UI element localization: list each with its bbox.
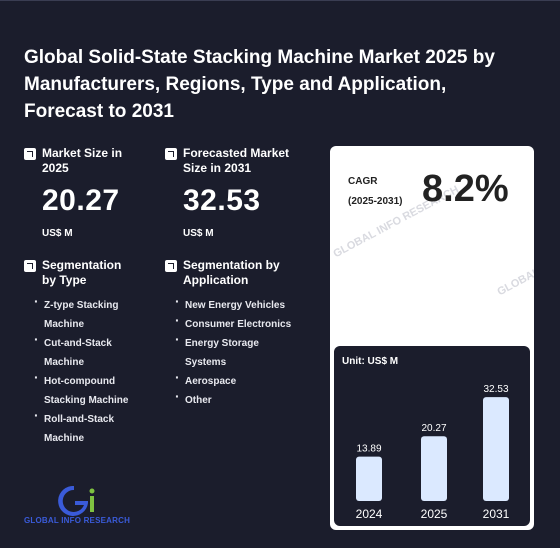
- chart-bar-2024: [356, 456, 382, 501]
- chart-value-label: 20.27: [421, 423, 446, 434]
- watermark: GLOBAL INFO RESEARCH: [495, 222, 534, 299]
- gi-logo-icon: [58, 485, 95, 516]
- logo-text: GLOBAL INFO RESEARCH: [24, 516, 131, 525]
- bar-chart: Unit: US$ M 13.89 2024 20.27 2025 32.53 2031: [334, 346, 530, 526]
- cagr-period: (2025-2031): [348, 196, 403, 207]
- list-item: Cut-and-Stack Machine: [34, 330, 134, 372]
- segmentation-application-label: Segmentation by Application: [183, 258, 280, 287]
- chart-category-label: 2031: [483, 507, 510, 521]
- arrow-up-right-icon: [165, 148, 177, 160]
- segmentation-type-block: Segmentation by Type Z-type Stacking Mac…: [24, 258, 164, 448]
- market-size-label: Market Size in 2025: [42, 146, 123, 175]
- chart-value-label: 32.53: [483, 384, 508, 395]
- segmentation-type-label: Segmentation by Type: [42, 258, 122, 287]
- forecast-unit: US$ M: [183, 228, 214, 239]
- list-item: New Energy Vehicles: [175, 292, 315, 315]
- market-size-value: 20.27: [42, 184, 120, 217]
- chart-category-label: 2025: [421, 507, 448, 521]
- list-item: Consumer Electronics: [175, 311, 315, 334]
- list-item: Z-type Stacking Machine: [34, 292, 134, 334]
- chart-bar-2025: [421, 436, 447, 501]
- logo: GLOBAL INFO RESEARCH: [24, 485, 140, 528]
- list-item: Roll-and-Stack Machine: [34, 406, 134, 448]
- forecast-block: Forecasted Market Size in 2031 32.53 US$…: [165, 146, 315, 239]
- chart-category-label: 2024: [356, 507, 383, 521]
- list-item: Energy Storage Systems: [175, 330, 275, 372]
- forecast-label: Forecasted Market Size in 2031: [183, 146, 290, 175]
- cagr-value: 8.2%: [422, 168, 509, 210]
- arrow-up-right-icon: [165, 260, 177, 272]
- segmentation-application-block: Segmentation by Application New Energy V…: [165, 258, 325, 410]
- arrow-up-right-icon: [24, 148, 36, 160]
- report-title: Global Solid-State Stacking Machine Mark…: [24, 47, 495, 122]
- type-list: Z-type Stacking Machine Cut-and-Stack Ma…: [34, 292, 134, 448]
- cagr-card: GLOBAL INFO RESEARCH GLOBAL INFO RESEARC…: [330, 146, 534, 530]
- arrow-up-right-icon: [24, 260, 36, 272]
- bar-chart-svg: Unit: US$ M 13.89 2024 20.27 2025 32.53 2031: [342, 356, 510, 521]
- chart-unit-label: Unit: US$ M: [342, 356, 398, 367]
- market-size-block: Market Size in 2025 20.27 US$ M: [24, 146, 154, 239]
- market-size-unit: US$ M: [42, 228, 73, 239]
- list-item: Hot-compound Stacking Machine: [34, 368, 134, 410]
- forecast-value: 32.53: [183, 184, 261, 217]
- chart-bar-2031: [483, 397, 509, 501]
- list-item: Aerospace: [175, 368, 315, 391]
- application-list: New Energy Vehicles Consumer Electronics…: [175, 292, 315, 410]
- cagr-label: CAGR (2025-2031): [348, 172, 402, 212]
- cagr-title: CAGR: [348, 176, 378, 187]
- list-item: Other: [175, 387, 315, 410]
- chart-value-label: 13.89: [356, 444, 381, 455]
